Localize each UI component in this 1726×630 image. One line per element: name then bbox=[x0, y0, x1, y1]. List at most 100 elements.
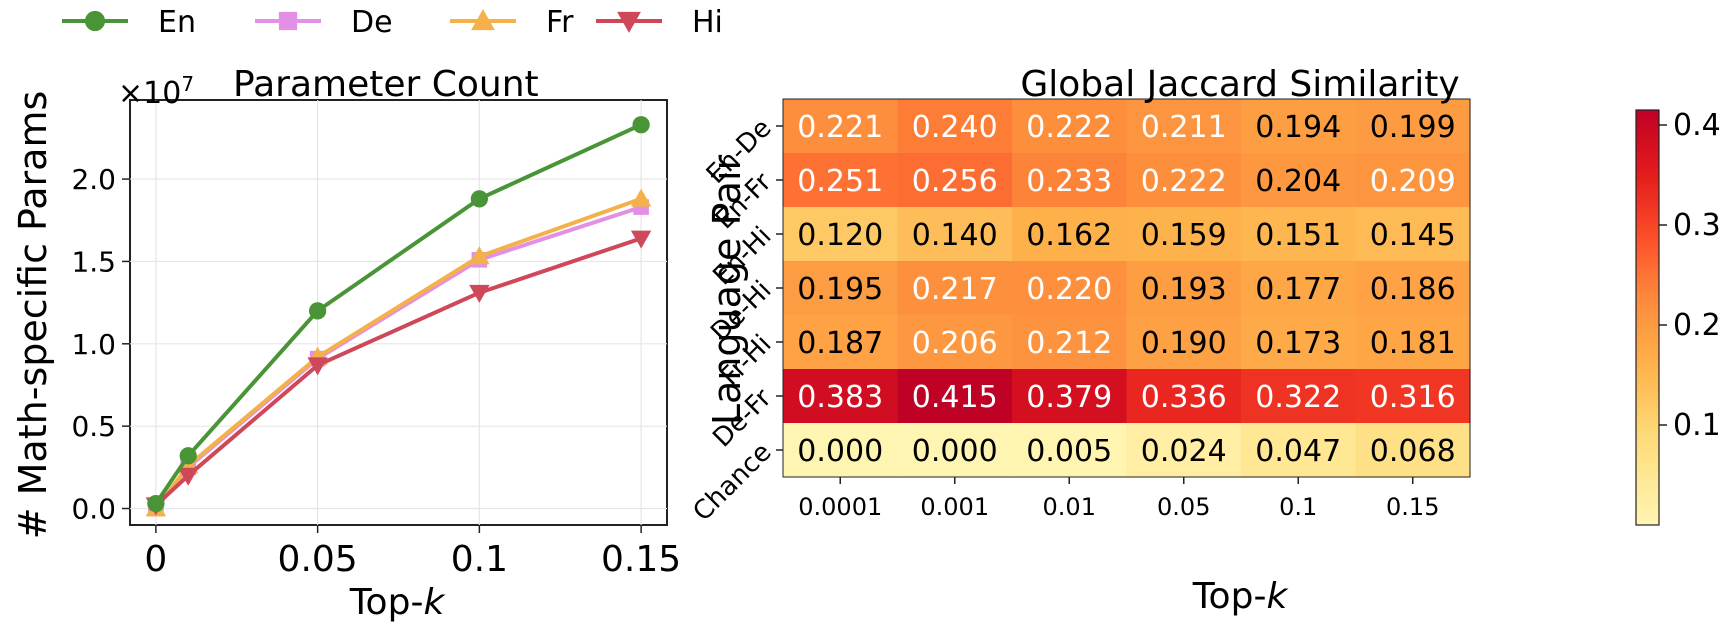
heatmap-cell bbox=[1126, 423, 1242, 478]
heatmap-cell bbox=[783, 153, 899, 208]
heatmap-value-label: 0.177 bbox=[1255, 272, 1341, 307]
heatmap-cell bbox=[783, 423, 899, 478]
heatmap-cell bbox=[1126, 369, 1242, 424]
heatmap-cell bbox=[897, 207, 1013, 262]
heatmap: 0.221 0.240 0.222 0.211 0.194 0.199 0.251 0.256… bbox=[687, 64, 1720, 617]
heatmap-cell bbox=[1355, 153, 1471, 208]
heatmap-value-label: 0.212 bbox=[1026, 326, 1112, 361]
heatmap-value-label: 0.173 bbox=[1255, 326, 1341, 361]
legend-marker-de bbox=[278, 11, 298, 31]
heatmap-cell bbox=[1012, 261, 1128, 316]
heatmap-cell bbox=[897, 153, 1013, 208]
heatmap-value-label: 0.240 bbox=[912, 110, 998, 145]
heatmap-value-label: 0.193 bbox=[1141, 272, 1227, 307]
heatmap-cell bbox=[783, 261, 899, 316]
line-point-hi bbox=[307, 357, 328, 376]
heatmap-value-label: 0.222 bbox=[1026, 110, 1112, 145]
heatmap-cell bbox=[783, 315, 899, 370]
heatmap-value-label: 0.221 bbox=[797, 110, 883, 145]
heatmap-cell bbox=[1012, 99, 1128, 154]
colorbar: 0.1 0.2 0.3 0.4 bbox=[1635, 108, 1721, 526]
heatmap-value-label: 0.206 bbox=[912, 326, 998, 361]
heatmap-title: Global Jaccard Similarity bbox=[1020, 64, 1459, 105]
colorbar-tick-label: 0.1 bbox=[1673, 408, 1721, 443]
heatmap-cell bbox=[1012, 423, 1128, 478]
heatmap-value-label: 0.162 bbox=[1026, 218, 1112, 253]
heatmap-value-label: 0.151 bbox=[1255, 218, 1341, 253]
heatmap-value-label: 0.024 bbox=[1141, 434, 1227, 469]
colorbar-bar bbox=[1635, 109, 1660, 526]
heatmap-value-label: 0.211 bbox=[1141, 110, 1227, 145]
heatmap-y-tick-label: Chance bbox=[687, 437, 777, 527]
heatmap-value-label: 0.005 bbox=[1026, 434, 1112, 469]
heatmap-cell bbox=[897, 99, 1013, 154]
heatmap-value-label: 0.222 bbox=[1141, 164, 1227, 199]
heatmap-cell bbox=[1355, 261, 1471, 316]
heatmap-cell bbox=[1241, 153, 1357, 208]
line-point-en bbox=[308, 302, 327, 320]
line-chart-y-tick-label: 1.5 bbox=[71, 245, 116, 278]
heatmap-value-label: 0.316 bbox=[1370, 380, 1456, 415]
line-chart-x-tick-label: 0.1 bbox=[451, 539, 508, 580]
heatmap-cell bbox=[1241, 423, 1357, 478]
heatmap-value-label: 0.251 bbox=[797, 164, 883, 199]
colorbar-tick-label: 0.2 bbox=[1673, 308, 1721, 343]
line-chart-x-axis-label: Top-k bbox=[349, 582, 447, 623]
heatmap-cell bbox=[1012, 315, 1128, 370]
legend-label-hi: Hi bbox=[692, 5, 723, 40]
line-point-fr bbox=[630, 188, 652, 207]
heatmap-cell bbox=[783, 207, 899, 262]
line-point-en bbox=[470, 190, 489, 208]
heatmap-cell bbox=[1241, 369, 1357, 424]
heatmap-value-label: 0.190 bbox=[1141, 326, 1227, 361]
colorbar-tick-label: 0.4 bbox=[1673, 108, 1721, 143]
heatmap-cell bbox=[1126, 153, 1242, 208]
line-chart-x-tick-label: 0.05 bbox=[278, 539, 358, 580]
heatmap-value-label: 0.000 bbox=[912, 434, 998, 469]
heatmap-cell bbox=[897, 261, 1013, 316]
heatmap-value-label: 0.068 bbox=[1370, 434, 1456, 469]
legend-marker-en bbox=[84, 10, 106, 32]
line-chart-x-tick-label: 0 bbox=[144, 539, 167, 580]
heatmap-cell bbox=[1012, 207, 1128, 262]
heatmap-value-label: 0.379 bbox=[1026, 380, 1112, 415]
heatmap-value-label: 0.000 bbox=[797, 434, 883, 469]
line-chart-ticks: 0 0.05 0.1 0.15 0.0 0.5 1.0 1.5 2.0 bbox=[71, 163, 681, 580]
heatmap-value-label: 0.209 bbox=[1370, 164, 1456, 199]
heatmap-value-label: 0.047 bbox=[1255, 434, 1341, 469]
line-chart-y-tick-label: 2.0 bbox=[71, 163, 116, 196]
heatmap-cell bbox=[1126, 207, 1242, 262]
heatmap-value-label: 0.195 bbox=[797, 272, 883, 307]
line-point-hi bbox=[630, 230, 652, 249]
legend: En De Fr Hi bbox=[62, 5, 723, 40]
heatmap-cell bbox=[1355, 207, 1471, 262]
heatmap-value-label: 0.159 bbox=[1141, 218, 1227, 253]
heatmap-cell bbox=[1126, 315, 1242, 370]
line-point-en bbox=[632, 116, 650, 134]
heatmap-cell bbox=[1241, 315, 1357, 370]
heatmap-value-label: 0.233 bbox=[1026, 164, 1112, 199]
heatmap-value-label: 0.220 bbox=[1026, 272, 1112, 307]
line-chart: 0 0.05 0.1 0.15 0.0 0.5 1.0 1.5 2.0 ×107 Paramet… bbox=[11, 64, 681, 623]
heatmap-cell bbox=[1355, 99, 1471, 154]
heatmap-value-label: 0.186 bbox=[1370, 272, 1456, 307]
heatmap-cell bbox=[1241, 207, 1357, 262]
legend-marker-fr bbox=[471, 9, 495, 31]
heatmap-cell bbox=[783, 369, 899, 424]
heatmap-value-label: 0.194 bbox=[1255, 110, 1341, 145]
heatmap-cell bbox=[1241, 261, 1357, 316]
heatmap-value-label: 0.383 bbox=[797, 380, 883, 415]
legend-label-fr: Fr bbox=[546, 5, 574, 40]
heatmap-cell bbox=[1241, 99, 1357, 154]
line-chart-frame bbox=[129, 99, 668, 526]
line-point-en bbox=[147, 494, 165, 513]
heatmap-value-label: 0.415 bbox=[912, 380, 998, 415]
heatmap-cell bbox=[897, 315, 1013, 370]
heatmap-cell bbox=[1012, 153, 1128, 208]
heatmap-value-label: 0.217 bbox=[912, 272, 998, 307]
heatmap-cell bbox=[1355, 423, 1471, 478]
heatmap-x-axis-label: Top-k bbox=[1192, 576, 1290, 617]
heatmap-cell bbox=[897, 423, 1013, 478]
heatmap-x-tick-label: 0.1 bbox=[1279, 493, 1317, 521]
heatmap-x-tick-label: 0.001 bbox=[920, 493, 989, 521]
